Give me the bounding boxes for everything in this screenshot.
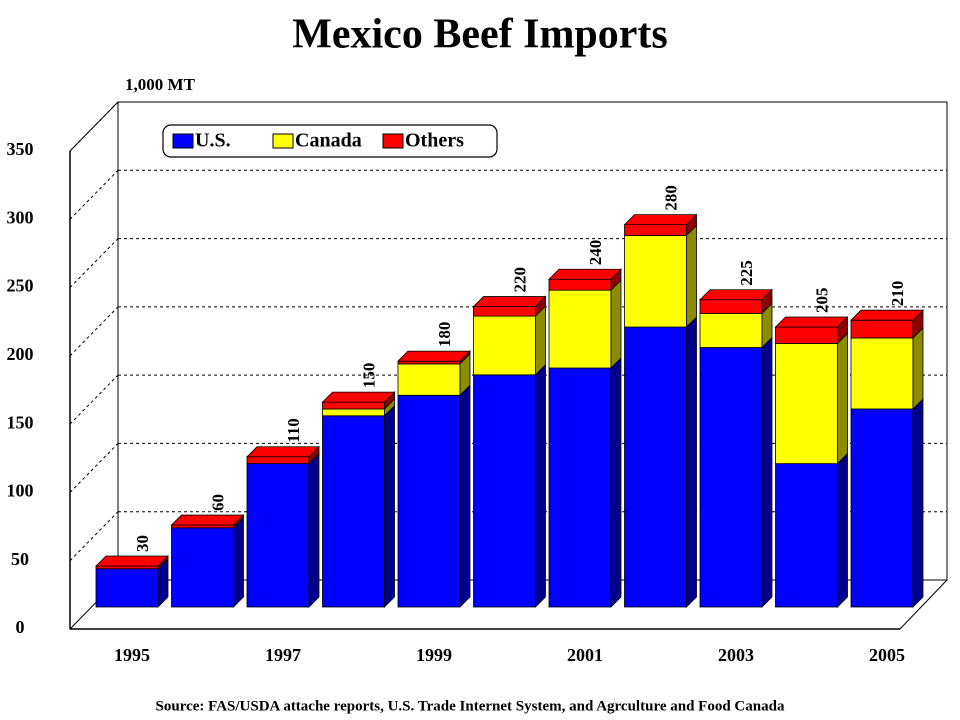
bar-top xyxy=(850,309,924,321)
x-tick-label: 1997 xyxy=(265,645,301,665)
bar-side xyxy=(610,357,622,608)
bar-segment xyxy=(322,408,385,417)
legend: U.S. Canada Others xyxy=(162,124,498,158)
bar-side xyxy=(459,384,471,608)
bar-top xyxy=(246,446,320,458)
bar-segment xyxy=(775,326,838,344)
bar-side xyxy=(837,332,848,465)
bar-segment xyxy=(548,278,612,291)
bar-segment xyxy=(95,568,159,608)
bar-segment xyxy=(322,415,385,608)
bar-side xyxy=(233,516,244,608)
bar-segment xyxy=(473,315,536,376)
x-tick-label: 2005 xyxy=(869,645,905,665)
bar-top xyxy=(397,350,471,362)
legend-swatch xyxy=(382,133,404,149)
bar-segment xyxy=(624,235,687,328)
bar-segment xyxy=(624,326,687,608)
bar-top xyxy=(95,555,169,567)
bar-segment xyxy=(548,367,612,608)
bar-top xyxy=(623,214,698,226)
bar-side xyxy=(535,305,546,376)
x-tick-label: 2003 xyxy=(718,645,754,665)
bar-segment xyxy=(246,463,310,608)
bar-side xyxy=(837,452,848,608)
chart-title: Mexico Beef Imports xyxy=(292,12,668,58)
value-label: 205 xyxy=(812,288,831,314)
legend-label: Others xyxy=(405,130,464,152)
bar-segment xyxy=(246,456,310,464)
y-tick-label: 150 xyxy=(7,412,34,432)
y-tick-label: 250 xyxy=(7,276,34,296)
y-tick-label: 200 xyxy=(7,344,34,364)
legend-swatch xyxy=(272,133,294,149)
y-tick-label: 300 xyxy=(7,207,34,227)
bar-segment xyxy=(95,565,159,570)
legend-label: Canada xyxy=(295,130,362,152)
bar-segment xyxy=(473,374,536,608)
y-tick-label: 350 xyxy=(7,139,34,159)
bar-top xyxy=(472,296,547,307)
bar-segment xyxy=(850,319,914,339)
bar-segment xyxy=(171,527,234,608)
legend-label: U.S. xyxy=(195,130,231,152)
x-tick-label: 2001 xyxy=(567,645,603,665)
value-label: 110 xyxy=(284,418,303,443)
y-tick-label: 0 xyxy=(16,617,25,637)
source: Source: FAS/USDA attache reports, U.S. T… xyxy=(156,698,785,714)
bar-top xyxy=(774,316,849,328)
bar-segment xyxy=(397,394,461,608)
bar-segment xyxy=(775,463,838,608)
value-label: 225 xyxy=(737,260,756,286)
bar-segment xyxy=(699,347,763,608)
bar-side xyxy=(610,279,622,369)
bar-segment xyxy=(397,363,461,396)
bar-side xyxy=(384,404,395,608)
bar-side xyxy=(308,452,320,608)
bar-side xyxy=(912,398,924,608)
bar-segment xyxy=(850,337,914,410)
bar-segment xyxy=(548,289,612,369)
value-label: 210 xyxy=(888,281,907,307)
bar-top xyxy=(321,391,396,403)
value-label: 240 xyxy=(586,240,605,266)
bar-top xyxy=(548,268,622,280)
bar-segment xyxy=(699,299,763,314)
legend-swatch xyxy=(172,133,194,149)
bar-segment xyxy=(624,224,687,236)
y-tick-label: 100 xyxy=(7,481,34,501)
x-tick-label: 1999 xyxy=(416,645,452,665)
bar-side xyxy=(686,316,697,608)
bar-side xyxy=(535,363,546,608)
bar-top xyxy=(699,289,773,301)
value-label: 30 xyxy=(133,535,152,552)
bar-segment xyxy=(699,312,763,348)
value-label: 150 xyxy=(359,363,378,389)
y-axis-label: 1,000 MT xyxy=(125,75,196,94)
bar-segment xyxy=(473,306,536,317)
bar-segment xyxy=(171,524,234,529)
bar-segment xyxy=(775,343,838,464)
value-label: 220 xyxy=(510,267,529,293)
value-label: 60 xyxy=(208,494,227,511)
x-tick-label: 1995 xyxy=(114,645,150,665)
bar-side xyxy=(912,326,924,410)
bar-segment xyxy=(850,408,914,608)
bar-side xyxy=(761,336,773,608)
bar-segment xyxy=(397,360,461,365)
value-label: 280 xyxy=(661,185,680,211)
y-tick-label: 50 xyxy=(11,549,29,569)
bar-segment xyxy=(322,401,385,410)
bar-side xyxy=(686,224,697,328)
bar-top xyxy=(170,514,245,526)
value-label: 180 xyxy=(435,322,454,348)
legend-box xyxy=(162,124,498,158)
